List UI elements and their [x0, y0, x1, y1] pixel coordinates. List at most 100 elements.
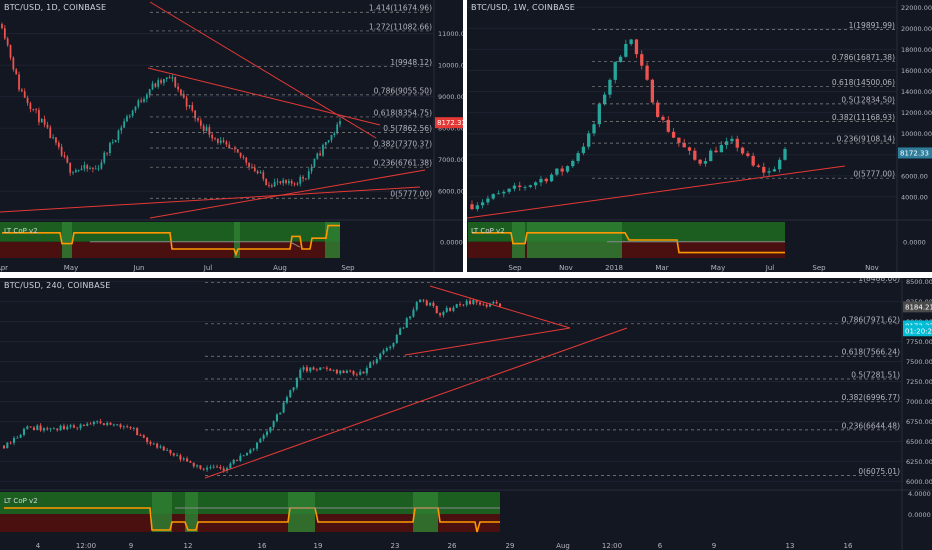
candle-body	[36, 425, 39, 431]
candle-body	[469, 300, 472, 305]
x-axis-label: 12:00	[602, 542, 622, 550]
candle-body	[119, 424, 122, 428]
candle-body	[285, 397, 288, 403]
candle-body	[26, 426, 29, 429]
candle-body	[56, 428, 59, 431]
candle-body	[587, 133, 591, 147]
indicator-signal-line	[90, 241, 301, 248]
x-axis-label: May	[711, 264, 725, 272]
candle-body	[719, 144, 723, 153]
candle-body	[693, 150, 697, 160]
candle-body	[571, 160, 575, 167]
price-badge-bg	[435, 117, 463, 129]
candle-body	[49, 127, 52, 139]
candle-body	[94, 168, 97, 170]
candle-body	[459, 304, 462, 305]
candle-body	[549, 174, 554, 182]
x-axis-label: 12	[184, 542, 193, 550]
y-tick-label: 8500.00	[906, 278, 932, 286]
candle-body	[345, 370, 348, 374]
candle-body	[650, 79, 655, 103]
daily-chart-panel[interactable]: 6000.00 7000.00 8000.00 9000.00 10000.00 1100…	[0, 0, 463, 272]
candle-body	[365, 367, 368, 374]
candle-body	[143, 98, 145, 102]
candle-body	[455, 304, 458, 308]
daily-chart[interactable]: 6000.00 7000.00 8000.00 9000.00 10000.00 1100…	[0, 0, 463, 272]
candle-body	[92, 167, 94, 169]
candle-body	[592, 124, 596, 134]
candle-body	[485, 304, 488, 307]
x-axis-label: Mar	[655, 264, 668, 272]
candle-body	[265, 178, 268, 186]
candle-body	[698, 159, 702, 164]
x-axis-label: 19	[314, 542, 323, 550]
y-tick-label: 7000.00	[438, 156, 463, 164]
h4-chart[interactable]: 6000.00 6250.00 6500.00 6750.00 7000.00 7250.…	[0, 278, 932, 550]
candle-body	[634, 39, 639, 55]
candle-body	[137, 100, 140, 107]
fib-level-label: 0(6075.01)	[858, 467, 900, 476]
candle-body	[1, 24, 3, 29]
candle-body	[389, 346, 392, 349]
candle-body	[208, 127, 211, 135]
x-axis-label: Aug	[556, 542, 570, 550]
candle-body	[262, 172, 265, 179]
candle-body	[32, 109, 35, 110]
candle-body	[322, 367, 325, 369]
candle-body	[295, 378, 298, 388]
candle-body	[740, 147, 745, 154]
candle-body	[16, 437, 19, 439]
candle-body	[262, 435, 265, 439]
candle-body	[608, 79, 612, 95]
candle-body	[159, 446, 162, 448]
candle-body	[730, 138, 734, 142]
trend-line	[149, 169, 426, 219]
candle-body	[480, 202, 485, 206]
candle-body	[290, 180, 293, 184]
weekly-chart-panel[interactable]: 4000.006000.008000.0010000.0012000.00140…	[467, 0, 932, 272]
candle-body	[316, 153, 319, 159]
candle-body	[12, 438, 16, 443]
fib-level-label: 0.382(6996.77)	[842, 393, 900, 402]
fib-level-label: 0.786(7971.62)	[842, 315, 900, 324]
trend-line	[147, 67, 381, 126]
candle-body	[395, 334, 398, 343]
candle-body	[82, 424, 85, 426]
candle-body	[63, 155, 66, 157]
candle-body	[97, 168, 100, 170]
price-badge-bg	[898, 147, 932, 159]
h4-chart-panel[interactable]: 6000.00 6250.00 6500.00 6750.00 7000.00 7250.…	[0, 278, 932, 550]
candle-body	[182, 458, 185, 460]
candle-body	[333, 133, 336, 136]
candle-body	[146, 437, 149, 442]
candle-body	[253, 167, 256, 172]
candle-body	[202, 468, 205, 470]
candle-body	[252, 448, 255, 450]
price-badge-bg	[903, 301, 932, 313]
candle-body	[222, 140, 225, 142]
candle-body	[131, 110, 134, 116]
indicator-highlight	[62, 222, 72, 258]
candle-body	[2, 445, 6, 449]
candle-body	[359, 371, 362, 375]
x-axis-label: 4	[36, 542, 41, 550]
fib-level-label: 0.5(7862.56)	[383, 124, 432, 133]
candle-body	[179, 455, 182, 460]
candle-body	[171, 77, 174, 79]
indicator-highlight	[325, 222, 340, 258]
candle-body	[488, 303, 492, 307]
candle-body	[22, 428, 26, 435]
candle-body	[242, 156, 245, 158]
price-badge: 8184.21	[905, 303, 932, 311]
candle-body	[256, 171, 259, 174]
candle-body	[209, 467, 212, 468]
indicator-bear-zone	[0, 514, 500, 532]
weekly-chart[interactable]: 4000.006000.008000.0010000.0012000.00140…	[467, 0, 932, 272]
indicator-axis-label: 0.0000	[440, 238, 463, 246]
y-tick-label: 7750.00	[906, 338, 932, 346]
indicator-highlight	[152, 492, 172, 532]
candle-body	[145, 94, 148, 99]
candle-body	[248, 162, 250, 167]
y-tick-label: 11000.00	[438, 30, 463, 38]
candle-body	[445, 307, 448, 312]
